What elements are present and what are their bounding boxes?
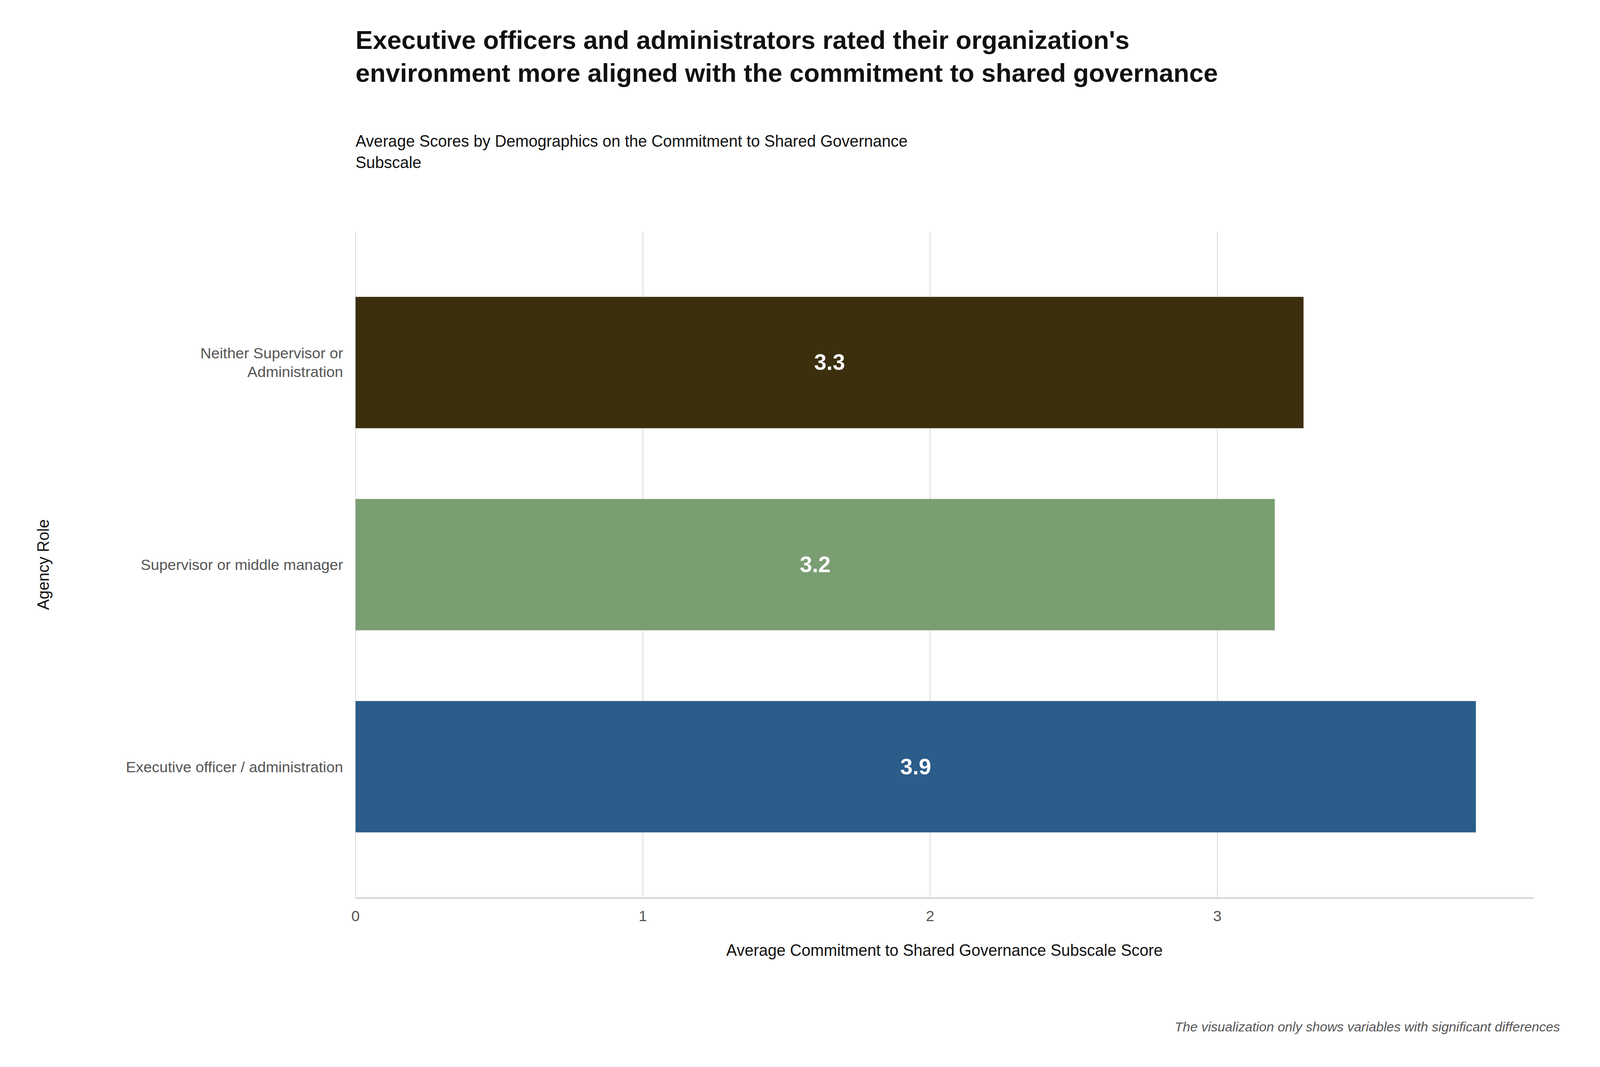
data-label: 3.3 — [814, 349, 846, 375]
title: Executive officers and administrators ra… — [355, 25, 1218, 88]
y-tick-label: Supervisor or middle manager — [140, 556, 344, 573]
data-label: 3.9 — [900, 754, 932, 780]
x-tick-label: 0 — [351, 907, 360, 924]
y-tick-label: Executive officer / administration — [125, 758, 344, 776]
x-tick-label: 2 — [925, 907, 935, 924]
x-axis-line — [355, 897, 1534, 899]
x-tick-label: 1 — [638, 907, 648, 924]
subtitle: Average Scores by Demographics on the Co… — [355, 132, 908, 172]
bar — [355, 498, 1275, 630]
y-axis-label: Agency Role — [34, 519, 53, 610]
bar — [355, 296, 1304, 428]
data-labels: 3.9 3.2 3.3 — [799, 349, 932, 779]
bar — [355, 700, 1476, 832]
chart: Executive officers and administrators ra… — [0, 0, 1600, 1067]
x-axis-label: Average Commitment to Shared Governance … — [726, 940, 1163, 960]
bars — [355, 296, 1476, 833]
data-label: 3.2 — [799, 552, 831, 577]
footnote: The visualization only shows variables w… — [1174, 1019, 1560, 1034]
x-tick-label: 3 — [1213, 907, 1222, 924]
y-tick-label: Neither Supervisor orAdministration — [200, 344, 344, 380]
background — [0, 0, 1600, 1067]
